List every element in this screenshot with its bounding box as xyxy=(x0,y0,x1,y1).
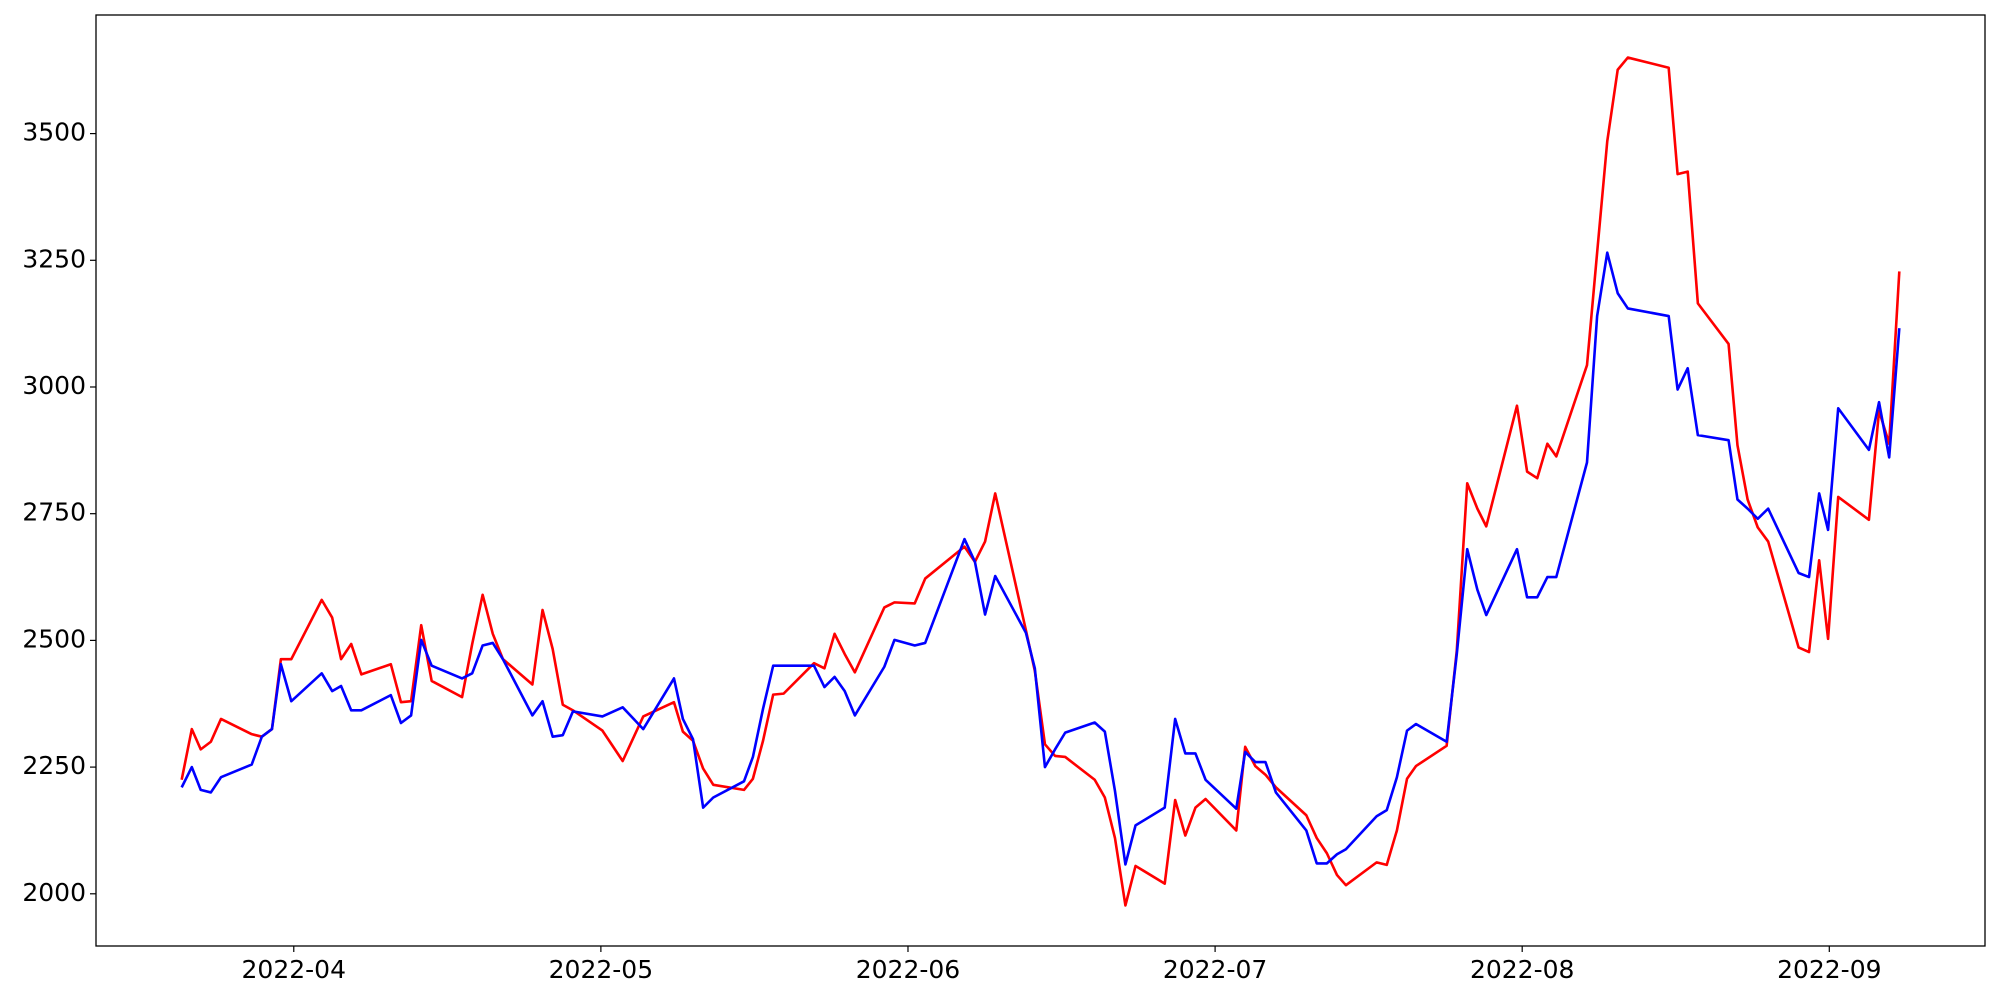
x-tick-label: 2022-04 xyxy=(242,955,346,984)
y-tick-label: 2750 xyxy=(22,498,86,527)
y-tick-label: 3500 xyxy=(22,118,86,147)
x-tick-label: 2022-05 xyxy=(549,955,653,984)
y-tick-label: 2500 xyxy=(22,624,86,653)
y-tick-label: 2250 xyxy=(22,751,86,780)
y-tick-label: 3000 xyxy=(22,371,86,400)
y-tick-label: 3250 xyxy=(22,244,86,273)
x-tick-label: 2022-07 xyxy=(1163,955,1267,984)
series-line xyxy=(180,251,1901,866)
x-tick-label: 2022-08 xyxy=(1470,955,1574,984)
x-tick-label: 2022-09 xyxy=(1777,955,1881,984)
plot-frame xyxy=(95,14,1986,947)
x-tick-label: 2022-06 xyxy=(856,955,960,984)
y-tick-label: 2000 xyxy=(22,878,86,907)
series-line xyxy=(180,56,1901,907)
